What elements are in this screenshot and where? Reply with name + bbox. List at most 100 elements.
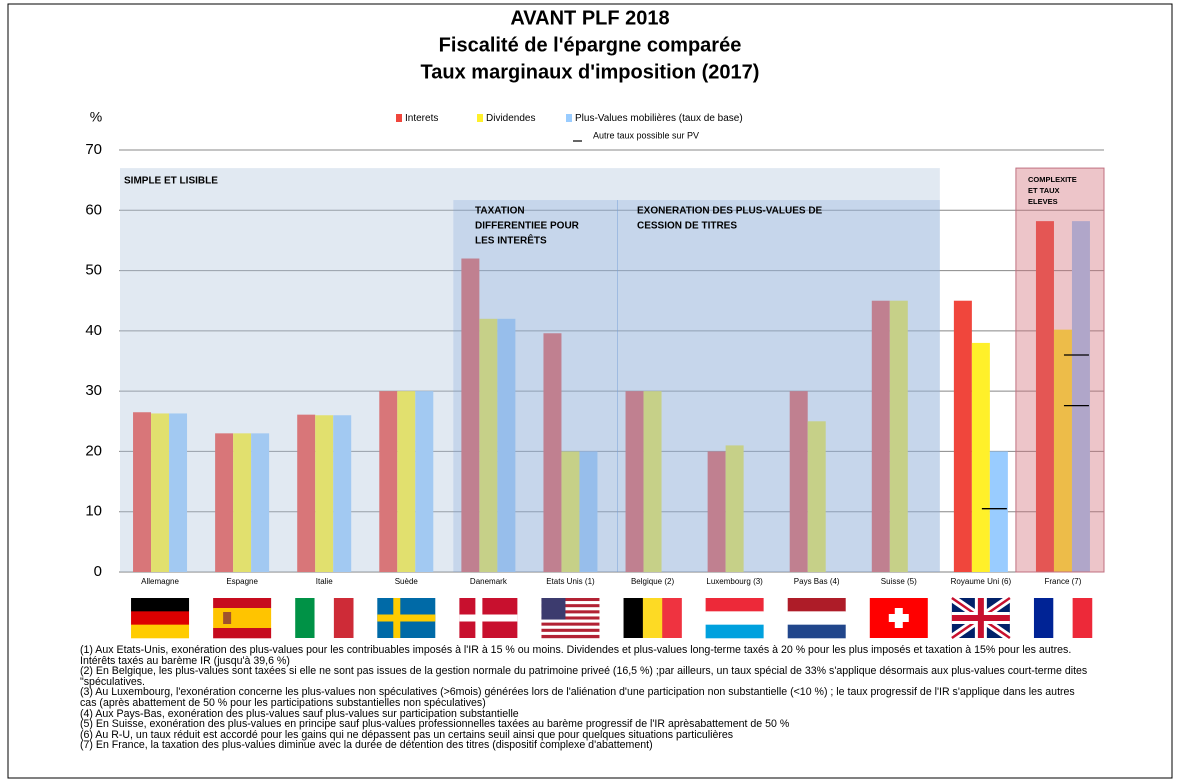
bar [315,415,334,572]
flag-part [541,619,600,623]
bar [579,451,598,572]
x-tick-label: Luxembourg (3) [706,577,763,586]
bar [133,412,152,572]
region-label: ELEVES [1028,197,1058,206]
flag-part [1072,598,1093,638]
bar [297,414,316,572]
bar [215,433,234,572]
bar [561,451,580,572]
flag [131,598,190,639]
flag-part [314,598,335,638]
flag-part [541,616,600,620]
flag-part [642,598,663,638]
flag-part [541,613,600,617]
y-tick-label: 0 [94,563,102,580]
flag [949,594,1013,642]
flag-part [459,614,518,622]
bar [333,415,352,572]
flag-part [333,598,354,638]
flag [787,598,846,639]
bar [543,333,562,572]
region-label: LES INTERÊTS [475,234,547,247]
flag-part [1053,598,1073,638]
flag-part [295,598,315,638]
bar [415,391,434,572]
bar [169,413,188,572]
bar [251,433,270,572]
footnote: (3) Au Luxembourg, l'exonération concern… [80,686,1075,709]
bar [497,318,516,572]
legend-label: Dividendes [486,113,535,124]
y-tick-label: 60 [85,201,102,218]
bar [871,300,890,572]
chart-title: Taux marginaux d'imposition (2017) [421,61,760,83]
bar [807,421,826,572]
flag-part [888,614,909,622]
legend-swatch [477,114,483,122]
bar [643,391,662,572]
x-tick-label: Etats Unis (1) [546,577,595,586]
bar [1071,221,1090,572]
x-tick-label: France (7) [1045,577,1082,586]
flag [377,598,436,638]
footnote: (5) En Suisse, exonération des plus-valu… [80,718,790,731]
flag-part [705,624,764,639]
flag-part [541,598,600,602]
flag-part [213,608,272,619]
flag-part [705,598,764,612]
flag-part [1033,598,1054,638]
chart-title: Fiscalité de l'épargne comparée [439,34,742,56]
footnote: (7) En France, la taxation des plus-valu… [80,739,653,752]
flag-part [787,611,846,625]
bar [151,413,170,572]
flag [213,598,272,639]
region-label: EXONERATION DES PLUS-VALUES DE [637,206,823,217]
y-tick-label: 30 [85,382,102,399]
bar [625,391,644,572]
bar [1035,221,1054,572]
flag-part [131,611,190,625]
x-tick-label: Espagne [226,577,258,586]
bar [379,391,398,572]
flag-part [541,634,600,639]
bar [789,391,808,572]
chart-title: AVANT PLF 2018 [510,7,669,29]
flag [459,598,518,638]
footnote: (4) Aux Pays-Bas, exonération des plus-v… [80,707,519,720]
x-tick-label: Allemagne [141,577,179,586]
legend-label: Interets [405,113,438,124]
region-label: ET TAUX [1028,186,1060,195]
legend-swatch [396,114,402,122]
flag-part [541,622,600,626]
region [453,200,940,572]
frame [7,3,1173,779]
flag-part [623,598,644,638]
bar [725,445,744,572]
flag-part [213,598,272,609]
flag-part [541,628,600,633]
y-axis-label: % [90,109,102,125]
flag-part [213,628,272,639]
region-label: TAXATION [475,206,525,217]
flag-part [131,624,190,639]
bar [479,318,498,572]
flag-part [951,615,1010,621]
bar [1053,329,1072,572]
footnotes: (1) Aux Etats-Unis, exonération des plus… [80,645,1090,751]
flag-part [223,612,232,624]
x-tick-label: Belgique (2) [631,577,674,586]
legend-label: Plus-Values mobilières (taux de base) [575,113,743,124]
x-tick-label: Suisse (5) [881,577,917,586]
footnote: (6) Au R-U, un taux réduit est accordé p… [80,728,734,741]
x-tick-label: Suède [395,577,419,586]
footnote: (1) Aux Etats-Unis, exonération des plus… [80,644,1072,667]
flag-part [541,631,600,636]
flag-part [213,618,272,629]
bar [397,391,416,572]
flag-part [541,625,600,629]
region [1015,167,1105,573]
x-tick-label: Pays Bas (4) [794,577,840,586]
region [120,168,940,573]
flag-part [787,624,846,639]
